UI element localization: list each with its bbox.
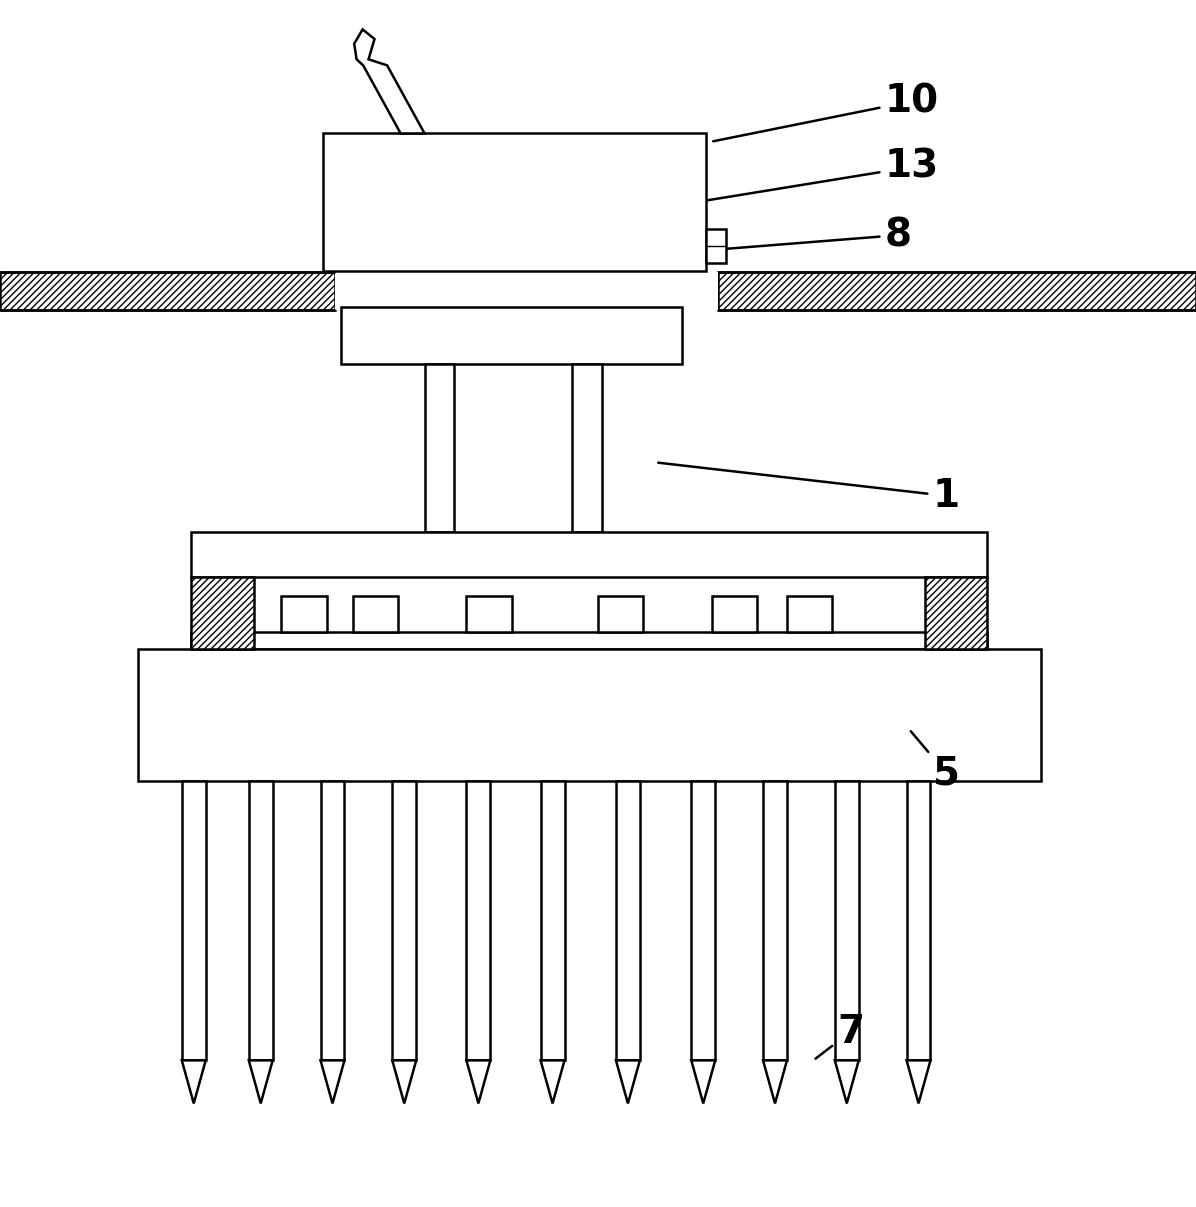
Text: 8: 8	[720, 216, 913, 255]
Bar	[353, 596, 398, 632]
Polygon shape	[466, 1061, 490, 1103]
Bar	[0, 273, 335, 310]
Polygon shape	[392, 1061, 416, 1103]
Polygon shape	[907, 1061, 930, 1103]
Bar	[335, 273, 718, 310]
Text: 10: 10	[713, 82, 939, 141]
Bar	[598, 596, 643, 632]
Bar	[191, 532, 987, 577]
Bar	[712, 596, 757, 632]
Bar	[835, 781, 859, 1061]
Bar	[323, 134, 706, 272]
Bar	[341, 307, 682, 365]
Bar	[763, 781, 787, 1061]
Polygon shape	[763, 1061, 787, 1103]
Bar	[572, 365, 602, 532]
Bar	[321, 781, 344, 1061]
Polygon shape	[835, 1061, 859, 1103]
Bar	[541, 781, 565, 1061]
Polygon shape	[249, 1061, 273, 1103]
Bar	[616, 781, 640, 1061]
Polygon shape	[616, 1061, 640, 1103]
Bar	[392, 781, 416, 1061]
Polygon shape	[182, 1061, 206, 1103]
Bar	[787, 596, 832, 632]
Bar	[191, 577, 254, 649]
Text: 7: 7	[816, 1013, 865, 1059]
Text: 13: 13	[672, 148, 939, 206]
Polygon shape	[541, 1061, 565, 1103]
Bar	[138, 649, 1041, 781]
Bar	[907, 781, 930, 1061]
Bar	[706, 229, 726, 263]
Bar	[425, 365, 454, 532]
Bar	[281, 596, 327, 632]
Bar	[182, 781, 206, 1061]
Text: 17: 17	[933, 562, 987, 601]
Bar	[466, 781, 490, 1061]
Polygon shape	[321, 1061, 344, 1103]
Bar	[249, 781, 273, 1061]
Bar	[718, 273, 1196, 310]
Bar	[191, 632, 987, 649]
Bar	[691, 781, 715, 1061]
Polygon shape	[691, 1061, 715, 1103]
Bar	[466, 596, 512, 632]
Polygon shape	[354, 29, 425, 134]
Text: 1: 1	[658, 462, 960, 515]
Text: 5: 5	[910, 731, 960, 792]
Text: 4: 4	[933, 611, 960, 649]
Bar	[925, 577, 987, 649]
